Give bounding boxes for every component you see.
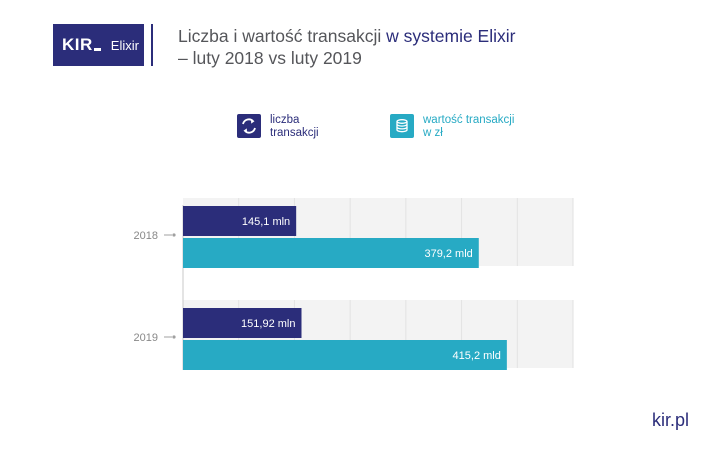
exchange-arrows-icon	[237, 114, 261, 138]
legend-item-count: liczba transakcji	[237, 114, 340, 140]
legend-label-count: liczba transakcji	[270, 114, 319, 139]
header-divider	[151, 24, 153, 66]
kir-elixir-logo: KIR Elixir	[53, 24, 144, 66]
bar-data-label: 145,1 mln	[242, 216, 290, 228]
bar-data-label: 151,92 mln	[241, 318, 295, 330]
bar-count-2018	[183, 206, 297, 236]
logo-kir-text: KIR	[62, 35, 101, 55]
category-tick-dot	[172, 233, 176, 237]
legend-item-value: wartość transakcji w zł	[390, 114, 518, 140]
bar-value-2019	[183, 340, 507, 370]
category-label-2018: 2018	[134, 230, 158, 242]
category-label-2019: 2019	[134, 332, 158, 344]
bar-data-label: 415,2 mld	[453, 350, 501, 362]
logo-elixir-text: Elixir	[110, 37, 139, 53]
title-part1: Liczba i wartość transakcji	[178, 26, 387, 46]
title-part2: w systemie Elixir	[386, 26, 516, 46]
legend-label-value: wartość transakcji w zł	[423, 114, 515, 139]
title-line2: – luty 2018 vs luty 2019	[178, 48, 362, 68]
bar-count-2019	[183, 308, 302, 338]
chart-title: Liczba i wartość transakcji w systemie E…	[178, 25, 598, 69]
bar-value-2018	[183, 238, 479, 268]
footer-site: kir.pl	[651, 410, 689, 430]
bar-data-label: 379,2 mld	[424, 248, 472, 260]
category-tick-dot	[172, 335, 176, 339]
coin-stack-icon	[390, 114, 414, 138]
